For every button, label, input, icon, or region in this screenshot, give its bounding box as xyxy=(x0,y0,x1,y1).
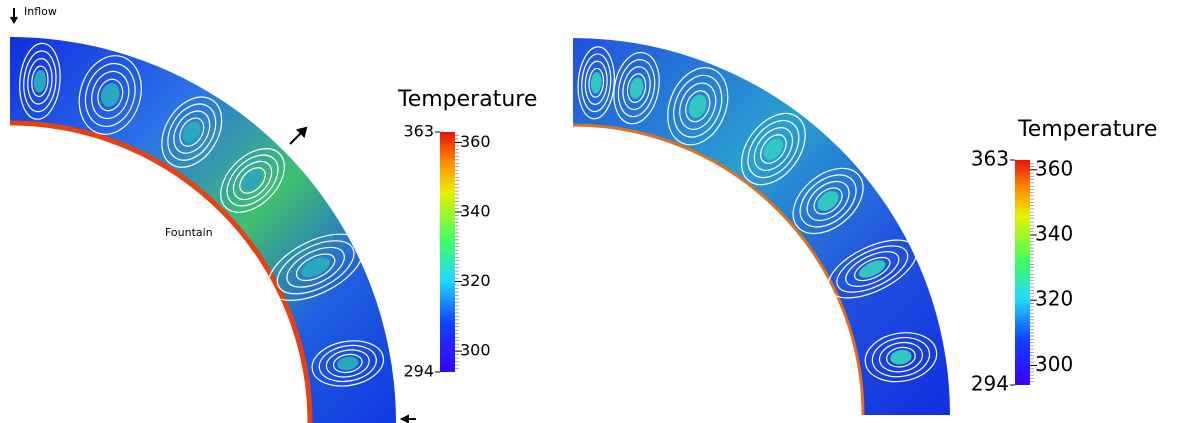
range-label: 363 xyxy=(403,122,434,141)
range-label: 294 xyxy=(971,372,1009,396)
annotation: Fountain xyxy=(165,226,213,239)
tick-label: 340 xyxy=(460,202,491,221)
range-label: 294 xyxy=(403,362,434,381)
colorbar: Temperature 294 363 300 320 340 360 xyxy=(397,87,537,381)
tick-label: 300 xyxy=(460,341,491,360)
tick-label: 360 xyxy=(460,132,491,151)
tick-label: 360 xyxy=(1035,156,1073,180)
tick-label: 300 xyxy=(1035,352,1073,376)
tick-label: 320 xyxy=(1035,287,1073,311)
tick-label: 320 xyxy=(460,271,491,290)
colorbar-title: Temperature xyxy=(397,87,537,112)
colorbar-gradient xyxy=(440,132,455,372)
range-label: 363 xyxy=(971,147,1009,171)
annotation: Inflow xyxy=(24,5,57,18)
tick-label: 340 xyxy=(1035,222,1073,246)
colorbar: Temperature 294 363 300 320 340 360 xyxy=(971,117,1158,396)
colorbar-gradient xyxy=(1015,160,1030,385)
colorbar-title: Temperature xyxy=(1017,117,1157,142)
figure: Inflow Fountain Temperature 294 363 300 320 3… xyxy=(0,0,1189,423)
